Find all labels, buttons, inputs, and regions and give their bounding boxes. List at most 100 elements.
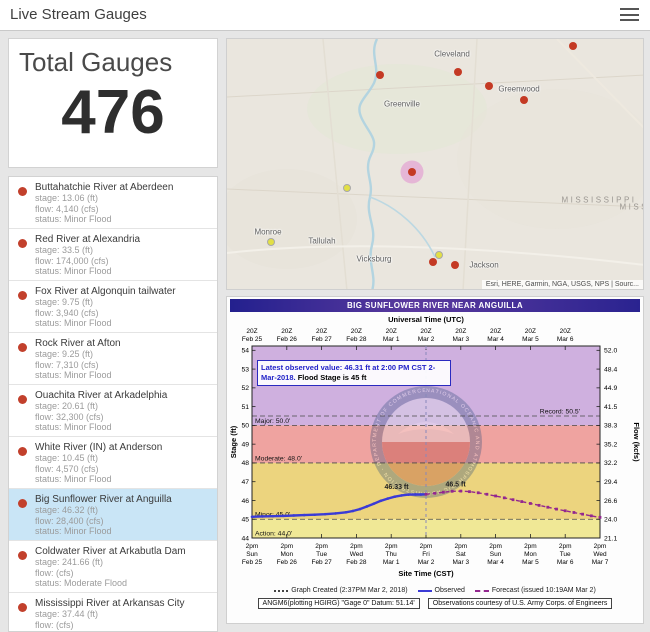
gauge-name: Red River at Alexandria [35, 234, 141, 245]
svg-text:2pm: 2pm [246, 543, 259, 550]
map-canvas[interactable] [227, 39, 644, 290]
gauge-list-item[interactable]: Ouachita River at Arkadelphia stage: 20.6… [9, 385, 217, 437]
gauge-stage: stage: 9.75 (ft) [35, 297, 94, 307]
gauge-list-item[interactable]: White River (IN) at Anderson stage: 10.45… [9, 437, 217, 489]
map-gauge-dot[interactable] [267, 238, 275, 246]
map-state-label: MISSISSIPPI [619, 202, 643, 212]
svg-text:Mar 1: Mar 1 [383, 336, 400, 343]
map-city-label: Tallulah [308, 236, 336, 246]
map-gauge-dot[interactable] [569, 42, 577, 50]
gauge-list-item[interactable]: Coldwater River at Arkabutla Dam stage: 2… [9, 541, 217, 593]
svg-text:Mar 1: Mar 1 [383, 559, 400, 566]
map-city-label: Vicksburg [356, 254, 392, 264]
svg-text:Mar 4: Mar 4 [487, 336, 504, 343]
gauge-flow: flow: (cfs) [35, 619, 74, 630]
gauge-status: status: Minor Flood [35, 318, 112, 328]
map-gauge-dot[interactable] [408, 168, 416, 176]
total-gauges-card: Total Gauges 476 [8, 38, 218, 168]
svg-text:48.4: 48.4 [604, 366, 617, 373]
forecast-line-icon [474, 589, 489, 592]
total-gauges-label: Total Gauges [19, 47, 173, 77]
svg-text:Stage (ft): Stage (ft) [229, 425, 238, 458]
gauge-list-item[interactable]: Buttahatchie River at Aberdeen stage: 13.… [9, 177, 217, 229]
map-gauge-dot[interactable] [429, 258, 437, 266]
gauge-text: Ouachita River at Arkadelphia stage: 20.6… [35, 385, 167, 436]
gauge-list[interactable]: Buttahatchie River at Aberdeen stage: 13.… [8, 176, 218, 632]
svg-text:26.6: 26.6 [604, 498, 617, 505]
gauge-status-icon [9, 541, 35, 592]
svg-text:46.5 ft: 46.5 ft [445, 481, 466, 488]
svg-text:Feb 26: Feb 26 [277, 559, 298, 566]
svg-text:Feb 28: Feb 28 [346, 559, 367, 566]
gauge-dot-icon [17, 447, 27, 456]
svg-text:Sun: Sun [490, 551, 502, 558]
map-gauge-dot[interactable] [435, 251, 443, 259]
map-panel[interactable]: Cleveland Greenville Greenwood Monroe Tallul… [226, 38, 644, 290]
svg-text:20Z: 20Z [281, 328, 292, 335]
gauge-text: Mississippi River at Arkansas City stage:… [35, 593, 185, 631]
svg-text:Mar 2: Mar 2 [418, 336, 435, 343]
latest-observed-info-box: Latest observed value: 46.31 ft at 2:00 … [257, 360, 451, 386]
svg-text:Record: 50.5': Record: 50.5' [540, 409, 580, 416]
graph-created-label: Graph Created (2:37PM Mar 2, 2018) [291, 586, 408, 594]
gauge-flow: flow: 3,940 (cfs) [35, 307, 99, 318]
gauge-stage: stage: 241.66 (ft) [35, 557, 104, 567]
svg-text:Mar 5: Mar 5 [522, 559, 539, 566]
gauge-text: White River (IN) at Anderson stage: 10.45… [35, 437, 162, 488]
gauge-dot-icon [17, 395, 27, 404]
map-gauge-dot[interactable] [376, 71, 384, 79]
gauge-name: Mississippi River at Arkansas City [35, 598, 185, 609]
hamburger-menu-icon[interactable] [620, 8, 639, 23]
observations-courtesy-note: Observations courtesy of U.S. Army Corps… [427, 598, 613, 609]
svg-text:52.0: 52.0 [604, 348, 617, 355]
svg-text:2pm: 2pm [350, 543, 363, 550]
map-gauge-dot[interactable] [343, 184, 351, 192]
gauge-list-item[interactable]: Big Sunflower River at Anguilla stage: 46… [9, 489, 217, 541]
observed-label: Observed [434, 586, 465, 594]
svg-text:Major: 50.0': Major: 50.0' [255, 418, 290, 425]
svg-text:Wed: Wed [350, 551, 364, 558]
svg-text:Fri: Fri [422, 551, 430, 558]
gauge-status: status: Minor Flood [35, 526, 112, 536]
gauge-text: Red River at Alexandria stage: 33.5 (ft) f… [35, 229, 140, 280]
map-gauge-dot[interactable] [485, 82, 493, 90]
gauge-status: status: Minor Flood [35, 474, 112, 484]
svg-text:32.2: 32.2 [604, 460, 617, 467]
svg-text:2pm: 2pm [280, 543, 293, 550]
svg-text:Mar 3: Mar 3 [452, 559, 469, 566]
svg-text:Sat: Sat [456, 551, 466, 558]
svg-text:Mar 3: Mar 3 [452, 336, 469, 343]
page-title: Live Stream Gauges [10, 6, 147, 23]
hydrograph-panel: BIG SUNFLOWER RIVER NEAR ANGUILLA NATION… [226, 296, 644, 624]
svg-text:Flow (kcfs): Flow (kcfs) [632, 422, 641, 462]
map-gauge-dot[interactable] [451, 261, 459, 269]
svg-text:20Z: 20Z [351, 328, 362, 335]
gauge-stage: stage: 33.5 (ft) [35, 245, 94, 255]
gauge-list-item[interactable]: Mississippi River at Arkansas City stage:… [9, 593, 217, 631]
gauge-datum-note: ANGM6(plotting HGIRG) "Gage 0" Datum: 51… [257, 598, 420, 609]
svg-text:2pm: 2pm [420, 543, 433, 550]
svg-text:Feb 26: Feb 26 [277, 336, 298, 343]
map-city-label: Monroe [254, 227, 282, 237]
map-gauge-dot[interactable] [454, 68, 462, 76]
svg-text:Mar 6: Mar 6 [557, 336, 574, 343]
gauge-status-icon [9, 281, 35, 332]
svg-text:20Z: 20Z [490, 328, 501, 335]
hydrograph-svg: NATIONAL OCEANIC AND ATMOSPHERIC ADMINIS… [229, 315, 641, 578]
gauge-stage: stage: 9.25 (ft) [35, 349, 94, 359]
map-gauge-dot[interactable] [520, 96, 528, 104]
svg-text:48: 48 [241, 460, 249, 467]
gauge-status-icon [9, 593, 35, 631]
gauge-status: status: Minor Flood [35, 266, 112, 276]
svg-text:20Z: 20Z [246, 328, 257, 335]
gauge-list-item[interactable]: Rock River at Afton stage: 9.25 (ft) flow:… [9, 333, 217, 385]
svg-text:2pm: 2pm [315, 543, 328, 550]
observed-line-icon [417, 589, 432, 592]
gauge-list-item[interactable]: Fox River at Algonquin tailwater stage: 9… [9, 281, 217, 333]
gauge-dot-icon [17, 291, 27, 300]
gauge-name: Buttahatchie River at Aberdeen [35, 182, 174, 193]
svg-text:44: 44 [241, 535, 249, 542]
gauge-name: Ouachita River at Arkadelphia [35, 390, 168, 401]
svg-text:Feb 27: Feb 27 [311, 559, 332, 566]
gauge-list-item[interactable]: Red River at Alexandria stage: 33.5 (ft) f… [9, 229, 217, 281]
